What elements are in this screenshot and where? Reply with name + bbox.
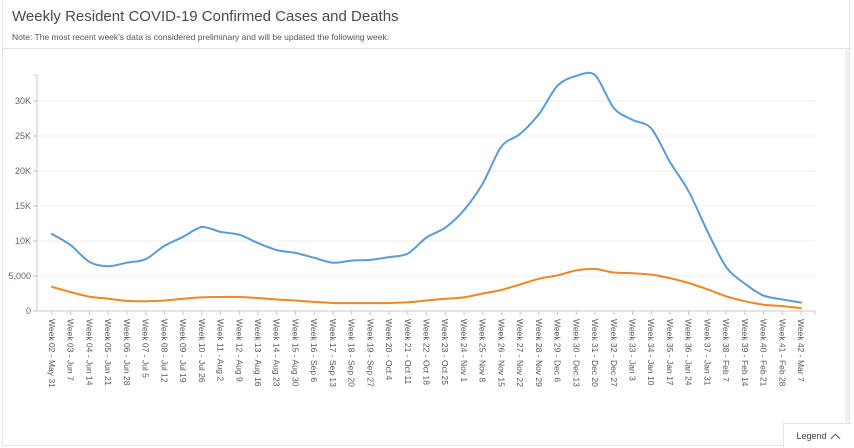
x-tick-label: Week 38 - Feb 7 <box>721 319 731 382</box>
x-tick-label: Week 05 - Jun 21 <box>103 319 113 386</box>
y-tick-label: 20K <box>15 166 31 176</box>
x-tick-label: Week 39 - Feb 14 <box>740 319 750 387</box>
x-tick-label: Week 30 - Dec 13 <box>571 319 581 387</box>
series-line-deaths <box>51 267 802 310</box>
x-tick-label: Week 24 - Nov 1 <box>459 319 469 382</box>
x-tick-label: Week 22 - Oct 18 <box>422 319 432 385</box>
chart-note: Note: The most recent week's data is con… <box>12 32 390 42</box>
x-tick-label: Week 32 - Dec 27 <box>609 319 619 387</box>
x-tick-label: Week 04 - Jun 14 <box>84 319 94 386</box>
x-tick-label: Week 15 - Aug 30 <box>290 319 300 387</box>
legend-button-label: Legend <box>796 431 827 441</box>
x-tick-label: Week 29 - Dec 6 <box>553 319 563 382</box>
x-tick-label: Week 28 - Nov 29 <box>534 319 544 387</box>
x-tick-label: Week 42 - Mar 7 <box>796 319 806 382</box>
y-tick-label: 15K <box>15 201 31 211</box>
scrollbar[interactable] <box>845 49 849 446</box>
x-tick-label: Week 41 - Feb 28 <box>777 319 787 387</box>
y-tick-label: 5,000 <box>8 271 31 281</box>
x-tick-label: Week 03 - Jun 7 <box>66 319 76 381</box>
x-tick-label: Week 06 - Jun 28 <box>122 319 132 386</box>
x-tick-label: Week 27 - Nov 22 <box>515 319 525 387</box>
y-tick-label: 25K <box>15 131 31 141</box>
x-tick-label: Week 26 - Nov 15 <box>496 319 506 387</box>
x-tick-label: Week 20 - Oct 4 <box>384 319 394 381</box>
x-tick-label: Week 25 - Nov 8 <box>478 319 488 382</box>
x-tick-label: Week 14 - Aug 23 <box>272 319 282 387</box>
axes <box>34 74 816 315</box>
gridlines <box>37 100 815 277</box>
x-tick-label: Week 12 - Aug 9 <box>234 319 244 382</box>
y-axis-ticks: 0 5,000 10K 15K 20K 25K 30K <box>8 96 37 316</box>
chevron-up-icon <box>830 433 840 443</box>
y-tick-label: 30K <box>15 96 31 106</box>
x-tick-label: Week 36 - Jan 24 <box>684 319 694 386</box>
x-tick-label: Week 18 - Sep 20 <box>347 319 357 387</box>
x-tick-label: Week 40 - Feb 21 <box>759 319 769 387</box>
series-lines <box>51 71 802 310</box>
x-tick-label: Week 09 - Jul 19 <box>178 319 188 383</box>
x-tick-label: Week 33 - Jan 3 <box>627 319 637 381</box>
x-tick-label: Week 19 - Sep 27 <box>365 319 375 387</box>
x-tick-label: Week 11 - Aug 2 <box>216 319 226 381</box>
x-tick-label: Week 08 - Jul 12 <box>159 319 169 383</box>
x-axis-ticks: Week 02 - May 31 Week 03 - Jun 7 Week 04 -… <box>47 311 806 388</box>
x-tick-label: Week 10 - Jul 26 <box>197 319 207 383</box>
x-tick-label: Week 21 - Oct 11 <box>403 319 413 385</box>
x-tick-label: Week 34 - Jan 10 <box>646 319 656 386</box>
x-tick-label: Week 07 - Jul 5 <box>141 319 151 378</box>
legend-toggle-button[interactable]: Legend <box>783 423 851 448</box>
x-tick-label: Week 31 - Dec 20 <box>590 319 600 387</box>
x-tick-label: Week 35 - Jan 17 <box>665 319 675 386</box>
y-tick-label: 10K <box>15 236 31 246</box>
chart-title: Weekly Resident COVID-19 Confirmed Cases… <box>12 8 399 25</box>
x-tick-label: Week 02 - May 31 <box>47 319 57 388</box>
x-tick-label: Week 23 - Oct 25 <box>440 319 450 385</box>
chart-header: Weekly Resident COVID-19 Confirmed Cases… <box>3 0 851 49</box>
x-tick-label: Week 17 - Sep 13 <box>328 319 338 387</box>
x-tick-label: Week 16 - Sep 6 <box>309 319 319 382</box>
series-line-confirmed-cases <box>51 71 802 304</box>
x-tick-label: Week 37 - Jan 31 <box>702 319 712 386</box>
x-tick-label: Week 13 - Aug 16 <box>253 319 263 387</box>
y-tick-label: 0 <box>26 306 31 316</box>
